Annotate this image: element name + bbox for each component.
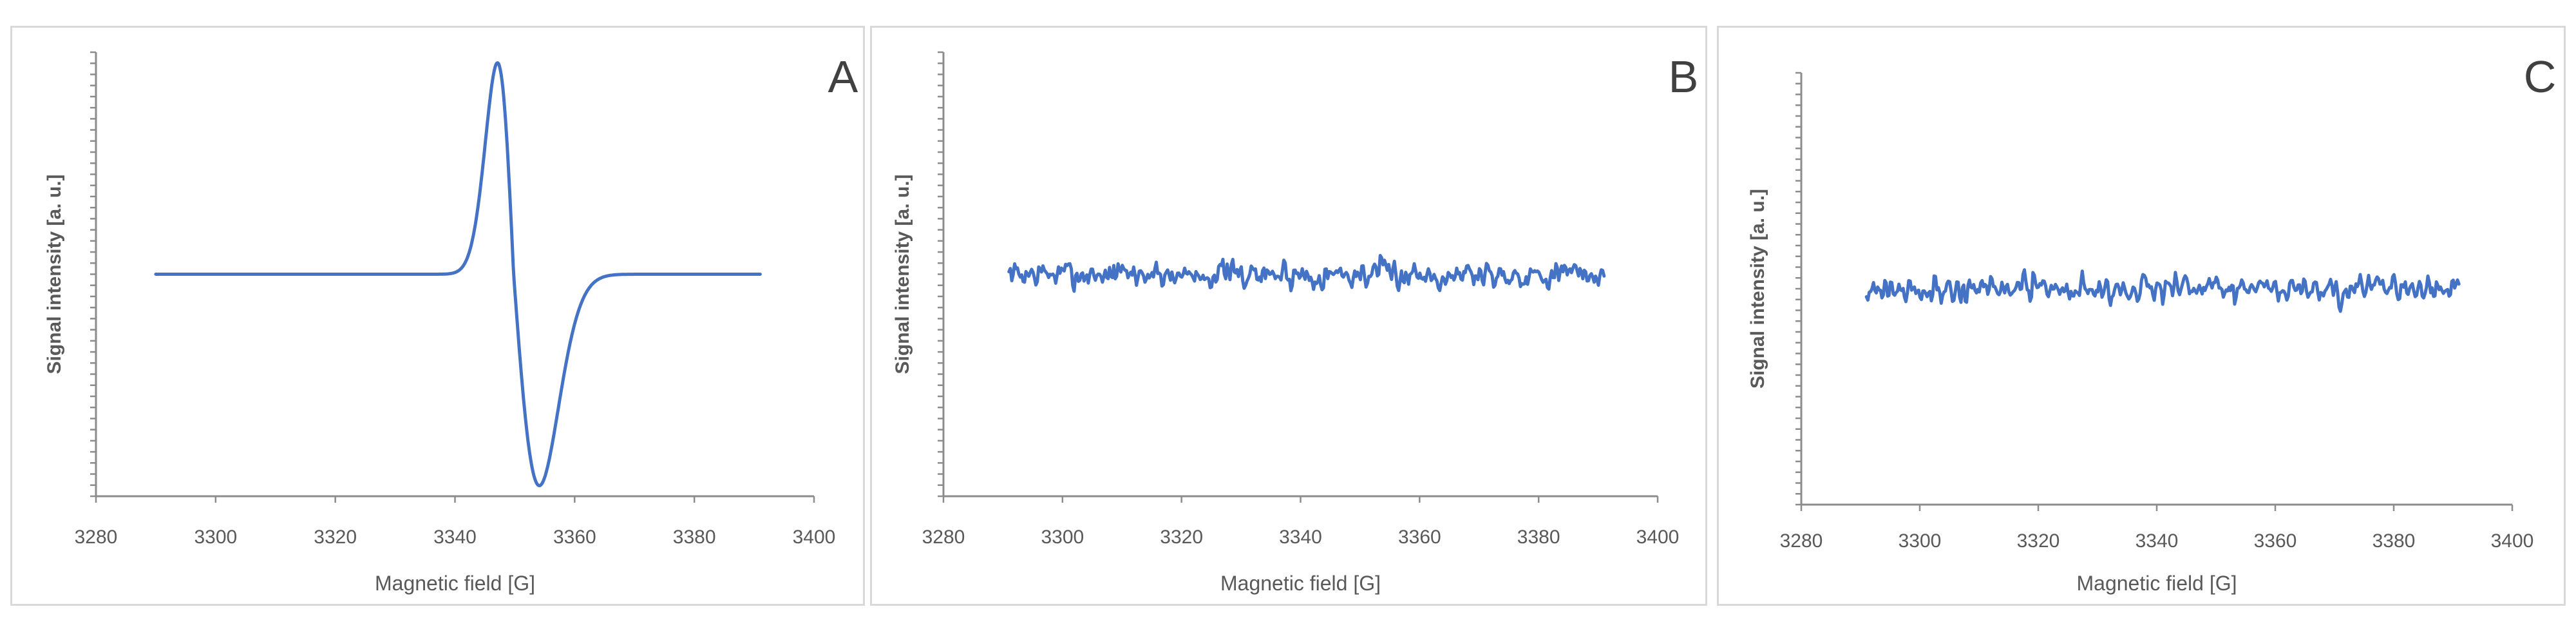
chart-b-x-tick-label: 3280 — [922, 527, 965, 548]
chart-b-x-tick-label: 3320 — [1160, 527, 1203, 548]
chart-a-x-axis-title: Magnetic field [G] — [375, 572, 535, 595]
chart-b-panel-label: B — [1669, 52, 1699, 102]
chart-a-x-tick-label: 3400 — [793, 527, 836, 548]
chart-c-canvas: 3280 3300 3320 3340 3360 3380 3400 Magnetic fie… — [1747, 52, 2557, 595]
chart-a-panel-label: A — [828, 52, 858, 102]
chart-b-x-tick-label: 3400 — [1636, 527, 1680, 548]
chart-a-x-tick-label: 3280 — [75, 527, 118, 548]
chart-b-y-axis-title: Signal intensity [a. u.] — [892, 174, 913, 374]
chart-c-x-tick-label: 3340 — [2136, 530, 2179, 552]
chart-c-x-axis-title: Magnetic field [G] — [2077, 572, 2237, 595]
chart-c-y-axis-title: Signal intensity [a. u.] — [1747, 189, 1768, 389]
chart-a-x-tick-label: 3360 — [553, 527, 596, 548]
chart-b-x-tick-label: 3340 — [1279, 527, 1322, 548]
chart-a-series-line — [154, 61, 762, 488]
chart-c-series-line — [1864, 268, 2461, 313]
chart-panel-a: 3280 3300 3320 3340 3360 3380 3400 Magnetic fie… — [10, 26, 865, 606]
chart-b-x-tick-label: 3300 — [1041, 527, 1084, 548]
chart-panel-b: 3280 3300 3320 3340 3360 3380 3400 Magnetic fie… — [870, 26, 1707, 606]
chart-a-x-tick-label: 3380 — [673, 527, 716, 548]
chart-c-x-tick-label: 3320 — [2017, 530, 2060, 552]
chart-b-x-tick-label: 3380 — [1517, 527, 1560, 548]
chart-c-x-tick-label: 3280 — [1780, 530, 1823, 552]
chart-b-x-tick-label: 3360 — [1398, 527, 1441, 548]
chart-b-canvas: 3280 3300 3320 3340 3360 3380 3400 Magnetic fie… — [892, 51, 1699, 595]
chart-c-x-tick-label: 3300 — [1899, 530, 1942, 552]
chart-panel-c: 3280 3300 3320 3340 3360 3380 3400 Magnetic fie… — [1717, 26, 2566, 606]
chart-c-x-tick-label: 3400 — [2491, 530, 2534, 552]
chart-a-y-axis-title: Signal intensity [a. u.] — [44, 174, 65, 374]
chart-a-x-tick-label: 3320 — [314, 527, 357, 548]
chart-c-x-tick-label: 3360 — [2254, 530, 2297, 552]
chart-b-x-axis-title: Magnetic field [G] — [1220, 572, 1381, 595]
chart-a-canvas: 3280 3300 3320 3340 3360 3380 3400 Magnetic fie… — [44, 51, 858, 595]
chart-b-series-line — [1007, 254, 1606, 293]
chart-c-panel-label: C — [2524, 52, 2557, 102]
chart-a-x-tick-label: 3340 — [433, 527, 477, 548]
chart-a-x-tick-label: 3300 — [194, 527, 237, 548]
chart-c-x-tick-label: 3380 — [2372, 530, 2416, 552]
